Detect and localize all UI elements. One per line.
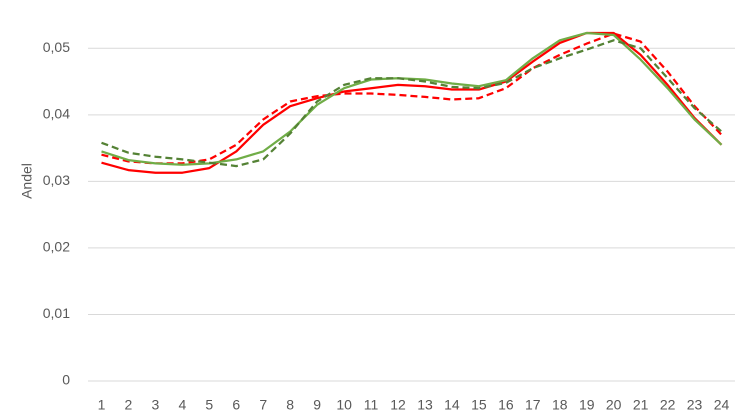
x-tick-label: 14 [444, 397, 460, 413]
x-tick-label: 8 [286, 397, 294, 413]
line-series [101, 31, 723, 174]
x-tick-label: 20 [606, 397, 622, 413]
x-tick-label: 18 [552, 397, 568, 413]
x-tick-label: 4 [178, 397, 186, 413]
x-tick-label: 23 [687, 397, 703, 413]
x-tick-label: 16 [498, 397, 514, 413]
x-tick-label: 24 [714, 397, 730, 413]
x-tick-label: 10 [336, 397, 352, 413]
x-tick-label: 11 [364, 397, 379, 413]
line-series [101, 32, 723, 165]
x-tick-label: 1 [98, 397, 106, 413]
x-tick-label: 21 [633, 397, 649, 413]
y-tick-label: 0 [62, 372, 70, 388]
y-tick-label: 0,05 [43, 39, 70, 55]
y-tick-label: 0,01 [43, 305, 70, 321]
x-tick-label: 13 [417, 397, 433, 413]
x-tick-label: 15 [471, 397, 487, 413]
x-tick-label: 2 [125, 397, 133, 413]
line-series [101, 31, 723, 166]
x-tick-label: 12 [390, 397, 406, 413]
x-tick-label: 3 [151, 397, 159, 413]
line-series [101, 39, 723, 168]
y-tick-label: 0,02 [43, 239, 70, 255]
y-tick-label: 0,03 [43, 172, 70, 188]
x-tick-label: 7 [259, 397, 267, 413]
x-tick-label: 6 [232, 397, 240, 413]
x-tick-label: 17 [525, 397, 541, 413]
x-tick-label: 19 [579, 397, 595, 413]
y-tick-label: 0,04 [43, 106, 70, 122]
x-tick-label: 22 [660, 397, 676, 413]
x-tick-label: 9 [313, 397, 321, 413]
y-axis-label: Andel [19, 163, 35, 199]
x-tick-label: 5 [205, 397, 213, 413]
